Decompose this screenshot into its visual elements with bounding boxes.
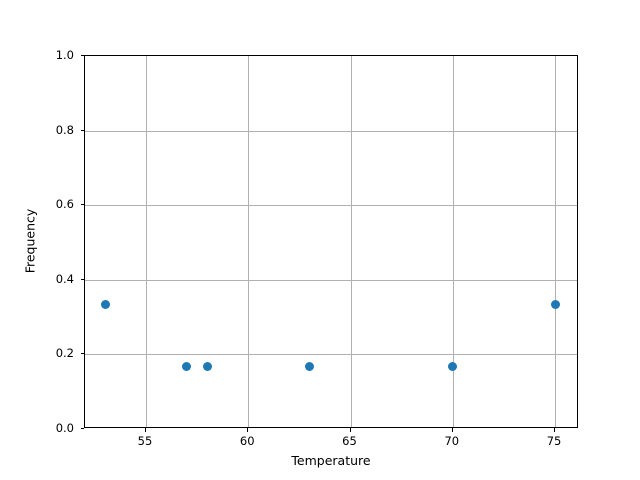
y-tick-mark bbox=[80, 278, 84, 280]
y-tick-mark bbox=[80, 129, 84, 131]
data-points-layer bbox=[85, 56, 577, 427]
y-tick-label: 0.0 bbox=[55, 421, 74, 435]
plot-axes-area bbox=[84, 55, 578, 428]
x-tick-label: 65 bbox=[342, 434, 357, 448]
x-tick-mark bbox=[144, 428, 147, 432]
x-tick-label: 70 bbox=[444, 434, 460, 448]
y-tick-label: 0.6 bbox=[55, 197, 74, 212]
y-tick-label: 0.4 bbox=[55, 271, 74, 286]
x-tick-mark bbox=[349, 428, 351, 432]
scatter-point bbox=[550, 300, 560, 310]
x-axis-label: Temperature bbox=[291, 453, 371, 468]
y-tick-mark bbox=[80, 55, 84, 57]
y-tick-label: 0.2 bbox=[55, 346, 74, 361]
scatter-point bbox=[202, 362, 212, 372]
y-tick-label: 1.0 bbox=[55, 48, 74, 62]
y-axis-label: Frequency bbox=[22, 208, 38, 274]
scatter-point bbox=[448, 362, 458, 372]
y-tick-mark bbox=[80, 204, 84, 206]
scatter-point bbox=[100, 300, 110, 310]
y-tick-label: 0.8 bbox=[55, 122, 74, 137]
x-tick-label: 60 bbox=[239, 434, 255, 448]
x-tick-mark bbox=[247, 428, 249, 432]
scatter-point bbox=[305, 362, 315, 372]
x-tick-label: 75 bbox=[546, 434, 562, 448]
x-tick-mark bbox=[554, 428, 556, 432]
scatter-point bbox=[182, 362, 192, 372]
y-tick-mark bbox=[80, 428, 84, 430]
x-tick-label: 55 bbox=[137, 434, 153, 448]
x-tick-mark bbox=[451, 428, 453, 432]
y-tick-mark bbox=[80, 353, 84, 355]
